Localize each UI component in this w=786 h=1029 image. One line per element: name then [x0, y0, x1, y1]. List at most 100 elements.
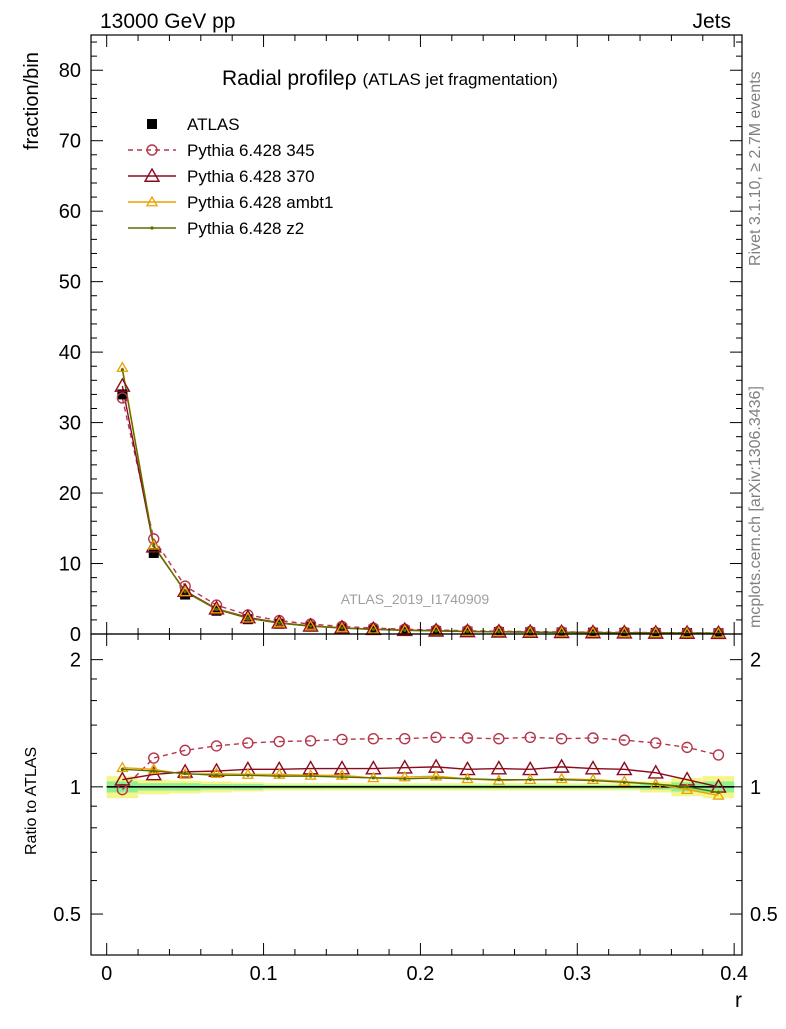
- ratio-y-tick-label-right: 2: [750, 650, 761, 672]
- data-point: [273, 616, 286, 628]
- data-point: [117, 389, 128, 400]
- legend-label: Pythia 6.428 z2: [187, 219, 304, 238]
- legend-marker: [143, 167, 161, 182]
- data-point: [180, 589, 191, 600]
- data-point: [497, 630, 501, 634]
- ratio-data-point: [371, 776, 375, 780]
- data-point: [678, 624, 696, 639]
- data-point: [367, 623, 380, 634]
- data-point: [241, 611, 254, 623]
- ratio-data-point: [560, 778, 564, 782]
- ratio-data-point: [242, 737, 254, 749]
- data-point: [680, 626, 694, 638]
- data-point: [584, 624, 602, 639]
- ratio-y-tick-label-right: 0.5: [750, 904, 778, 926]
- x-tick-label: 0.1: [250, 963, 278, 985]
- legend-marker: [150, 226, 154, 230]
- data-point: [524, 625, 537, 637]
- data-point: [371, 627, 375, 632]
- data-point: [148, 533, 160, 545]
- analysis-label: ATLAS_2019_I1740909: [341, 591, 490, 607]
- ratio-data-point: [587, 732, 599, 744]
- legend-item: Pythia 6.428 z2: [128, 219, 304, 238]
- data-point: [333, 619, 351, 634]
- data-point: [116, 361, 129, 373]
- data-point: [710, 624, 727, 640]
- legend-item: Pythia 6.428 345: [128, 141, 315, 160]
- ratio-data-point: [681, 741, 693, 754]
- x-tick-label: 0.3: [563, 963, 591, 985]
- ratio-data-point: [333, 760, 351, 775]
- ratio-data-point: [273, 735, 285, 748]
- ratio-series-line: [122, 766, 719, 788]
- ratio-uncertainty-bands: [106, 776, 735, 799]
- data-point: [522, 623, 539, 639]
- ratio-data-point: [277, 774, 281, 778]
- data-point: [309, 624, 313, 628]
- ratio-data-point: [434, 776, 438, 780]
- ratio-data-point: [302, 760, 319, 775]
- plot-frames: [90, 34, 743, 956]
- ratio-data-point: [340, 775, 344, 779]
- ratio-data-point: [241, 768, 254, 779]
- ratio-data-point: [493, 733, 505, 745]
- data-point: [147, 538, 160, 550]
- data-point: [152, 544, 156, 548]
- ratio-data-point: [716, 790, 721, 795]
- data-point: [427, 622, 445, 637]
- ratio-data-point: [654, 782, 658, 786]
- legend-label: Pythia 6.428 345: [187, 141, 315, 160]
- data-point: [208, 600, 225, 615]
- ratio-data-point: [685, 785, 689, 789]
- data-point: [712, 626, 725, 638]
- ratio-data-point: [430, 731, 442, 743]
- ratio-data-point: [524, 731, 536, 743]
- ratio-data-point: [367, 733, 380, 745]
- y-tick-label: 80: [59, 60, 81, 82]
- main-y-axis-title: fraction/bin: [21, 52, 43, 150]
- ratio-series-line: [122, 768, 719, 794]
- legend-item: ATLAS: [147, 115, 240, 134]
- data-point: [403, 628, 407, 632]
- y-tick-label: 40: [59, 342, 81, 364]
- data-point: [461, 625, 474, 636]
- data-point: [618, 626, 631, 638]
- chart-title-symbol: ρ: [345, 67, 357, 90]
- ratio-data-point: [179, 744, 191, 757]
- ratio-data-point: [497, 778, 501, 782]
- ratio-data-point: [336, 733, 348, 746]
- energy-label: 13000 GeV pp: [100, 10, 235, 33]
- data-point: [271, 614, 288, 629]
- data-point: [114, 377, 131, 392]
- mcplots-label: mcplots.cern.ch [arXiv:1306.3436]: [747, 386, 764, 628]
- data-point: [553, 623, 570, 639]
- ratio-data-point: [403, 777, 407, 781]
- x-axis-title: r: [735, 989, 742, 1012]
- ratio-data-point: [273, 768, 286, 779]
- data-point: [459, 622, 476, 638]
- ratio-y-tick-label: 2: [70, 650, 81, 672]
- data-point: [178, 585, 192, 597]
- ratio-data-point: [214, 773, 219, 777]
- ratio-data-point: [399, 733, 411, 745]
- rivet-version-label: Rivet 3.1.10, ≥ 2.7M events: [747, 71, 764, 266]
- main-series-markers: [114, 361, 727, 640]
- data-point: [277, 621, 281, 625]
- data-point: [616, 624, 633, 639]
- data-point: [210, 602, 223, 614]
- ratio-data-point: [616, 760, 633, 776]
- data-point: [490, 623, 508, 638]
- data-point: [340, 626, 344, 630]
- ratio-data-point: [114, 771, 131, 786]
- ratio-data-point: [555, 733, 568, 745]
- ratio-data-point: [309, 774, 313, 778]
- data-point: [246, 616, 250, 620]
- ratio-data-point: [591, 778, 595, 783]
- ratio-data-point: [618, 734, 631, 746]
- ratio-data-point: [528, 778, 532, 782]
- ratio-data-point: [116, 761, 129, 773]
- ratio-panel-frame: [90, 633, 743, 956]
- ratio-data-point: [622, 780, 626, 784]
- legend-marker: [145, 195, 159, 207]
